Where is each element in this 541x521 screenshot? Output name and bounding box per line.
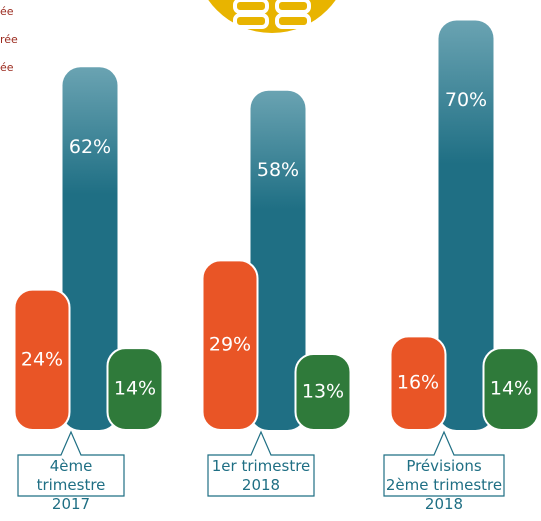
legend-label: ée	[0, 61, 14, 74]
bar	[482, 347, 540, 432]
category-callout	[383, 430, 505, 497]
legend-label: ée	[0, 5, 14, 18]
bar	[13, 288, 71, 431]
bar	[106, 347, 164, 432]
coin-icon	[233, 0, 311, 29]
value-label: 29%	[209, 334, 251, 356]
category-label: Prévisions 2ème trimestre 2018	[385, 457, 503, 513]
value-label: 62%	[69, 136, 111, 158]
value-label: 58%	[257, 159, 299, 181]
coin-icon-bg	[208, 0, 336, 33]
bar	[294, 352, 352, 432]
value-label: 70%	[445, 89, 487, 111]
bar	[62, 67, 118, 431]
category-callout	[17, 430, 125, 497]
value-label: 24%	[21, 348, 63, 370]
category-callout	[207, 430, 315, 497]
legend-label: rée	[0, 33, 18, 46]
category-label: 4ème trimestre 2017	[36, 457, 106, 513]
value-label: 14%	[490, 378, 532, 400]
bar	[438, 20, 494, 430]
bar	[389, 335, 447, 431]
value-label: 13%	[302, 380, 344, 402]
value-label: 16%	[397, 372, 439, 394]
value-label: 14%	[114, 378, 156, 400]
category-label: 1er trimestre 2018	[211, 457, 311, 494]
bar	[250, 90, 306, 430]
bar	[201, 259, 259, 431]
